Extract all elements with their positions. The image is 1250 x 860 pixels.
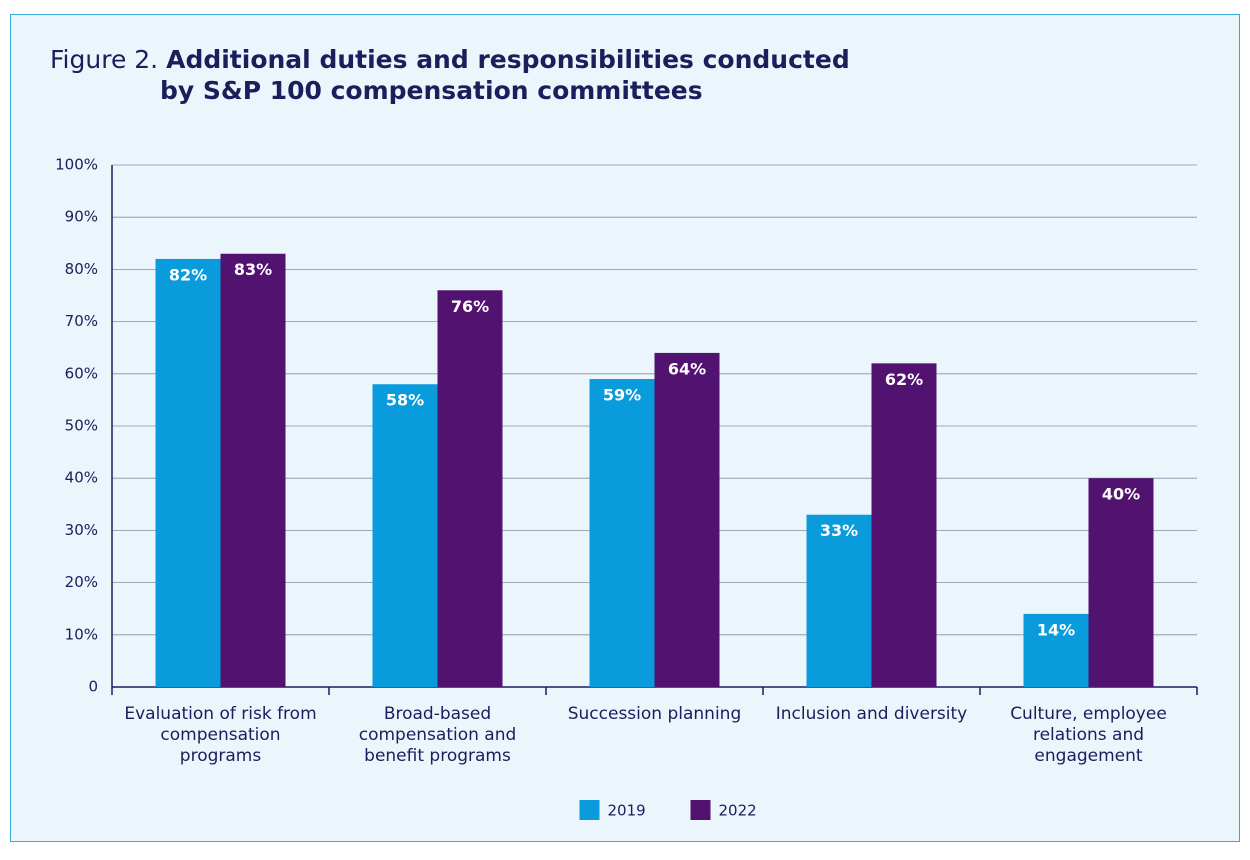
value-label: 62%	[885, 370, 923, 389]
value-label: 14%	[1037, 620, 1075, 639]
value-label: 76%	[451, 297, 489, 316]
value-label: 40%	[1102, 485, 1140, 504]
y-tick-label: 20%	[65, 573, 98, 591]
x-tick-label: Inclusion and diversity	[775, 704, 968, 724]
bar	[1023, 613, 1089, 687]
legend-label: 2019	[608, 802, 646, 820]
y-tick-label: 0	[88, 678, 98, 696]
value-label: 59%	[603, 386, 641, 405]
y-tick-label: 60%	[65, 364, 98, 382]
x-tick-label: Culture, employee relations and engageme…	[1010, 704, 1167, 766]
bar	[589, 379, 655, 687]
legend-label: 2022	[719, 802, 757, 820]
value-label: 82%	[169, 265, 207, 284]
y-tick-label: 30%	[65, 521, 98, 539]
y-tick-label: 70%	[65, 312, 98, 330]
y-tick-label: 50%	[65, 417, 98, 435]
bar	[372, 384, 438, 687]
x-tick-label: Broad-based compensation and benefit pro…	[358, 704, 517, 766]
chart-title: Figure 2. Additional duties and responsi…	[50, 44, 880, 106]
y-tick-label: 10%	[65, 625, 98, 643]
figure-label: Figure 2.	[50, 45, 159, 74]
bar	[155, 258, 221, 687]
x-tick-label: Evaluation of risk from compensation pro…	[124, 704, 317, 766]
bar	[220, 253, 286, 688]
bar	[654, 352, 720, 687]
y-tick-label: 90%	[65, 208, 98, 226]
bar	[806, 514, 872, 687]
value-label: 58%	[386, 391, 424, 410]
y-tick-label: 40%	[65, 469, 98, 487]
y-tick-label: 80%	[65, 260, 98, 278]
value-label: 64%	[668, 359, 706, 378]
legend-swatch	[579, 800, 600, 820]
bar	[871, 363, 937, 687]
bar	[1088, 478, 1154, 687]
title-text: Additional duties and responsibilities c…	[160, 45, 850, 105]
bar	[437, 290, 503, 687]
y-tick-label: 100%	[55, 156, 98, 174]
value-label: 33%	[820, 521, 858, 540]
x-tick-label: Succession planning	[567, 704, 742, 724]
value-label: 83%	[234, 260, 272, 279]
legend-swatch	[690, 800, 711, 820]
